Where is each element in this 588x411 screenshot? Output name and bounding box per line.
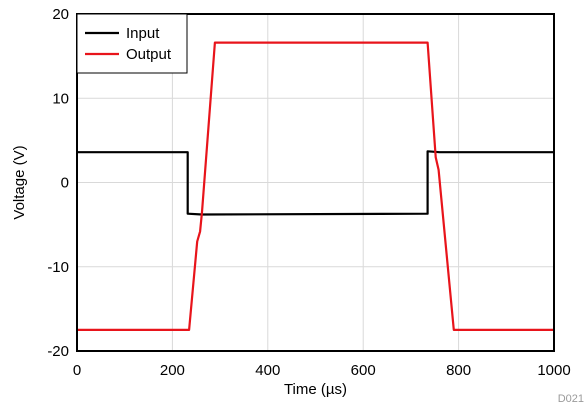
y-tick-label: 20 — [52, 6, 69, 23]
y-tick-label: 0 — [61, 175, 69, 192]
y-axis-title: Voltage (V) — [11, 145, 28, 219]
y-tick-label: 10 — [52, 90, 69, 107]
x-tick-label: 400 — [255, 362, 280, 379]
grid-lines — [77, 14, 554, 351]
y-tick-label: -20 — [47, 343, 69, 360]
x-tick-label: 600 — [351, 362, 376, 379]
legend: Input Output — [76, 13, 188, 74]
y-tick-label: -10 — [47, 259, 69, 276]
series-layer — [77, 41, 554, 331]
series-line-input — [77, 150, 554, 216]
legend-label-output: Output — [126, 46, 172, 63]
legend-box — [76, 13, 188, 74]
plot-frame — [76, 13, 555, 352]
x-tick-label: 0 — [73, 362, 81, 379]
legend-label-input: Input — [126, 25, 160, 42]
x-tick-label: 1000 — [537, 362, 570, 379]
series-line-output — [77, 41, 554, 331]
tick-labels: 0 200 400 600 800 1000 -20 -10 0 10 20 — [47, 6, 570, 379]
x-axis-title: Time (µs) — [284, 381, 347, 398]
x-tick-label: 800 — [446, 362, 471, 379]
figure-id-label: D021 — [558, 393, 584, 405]
x-tick-label: 200 — [160, 362, 185, 379]
